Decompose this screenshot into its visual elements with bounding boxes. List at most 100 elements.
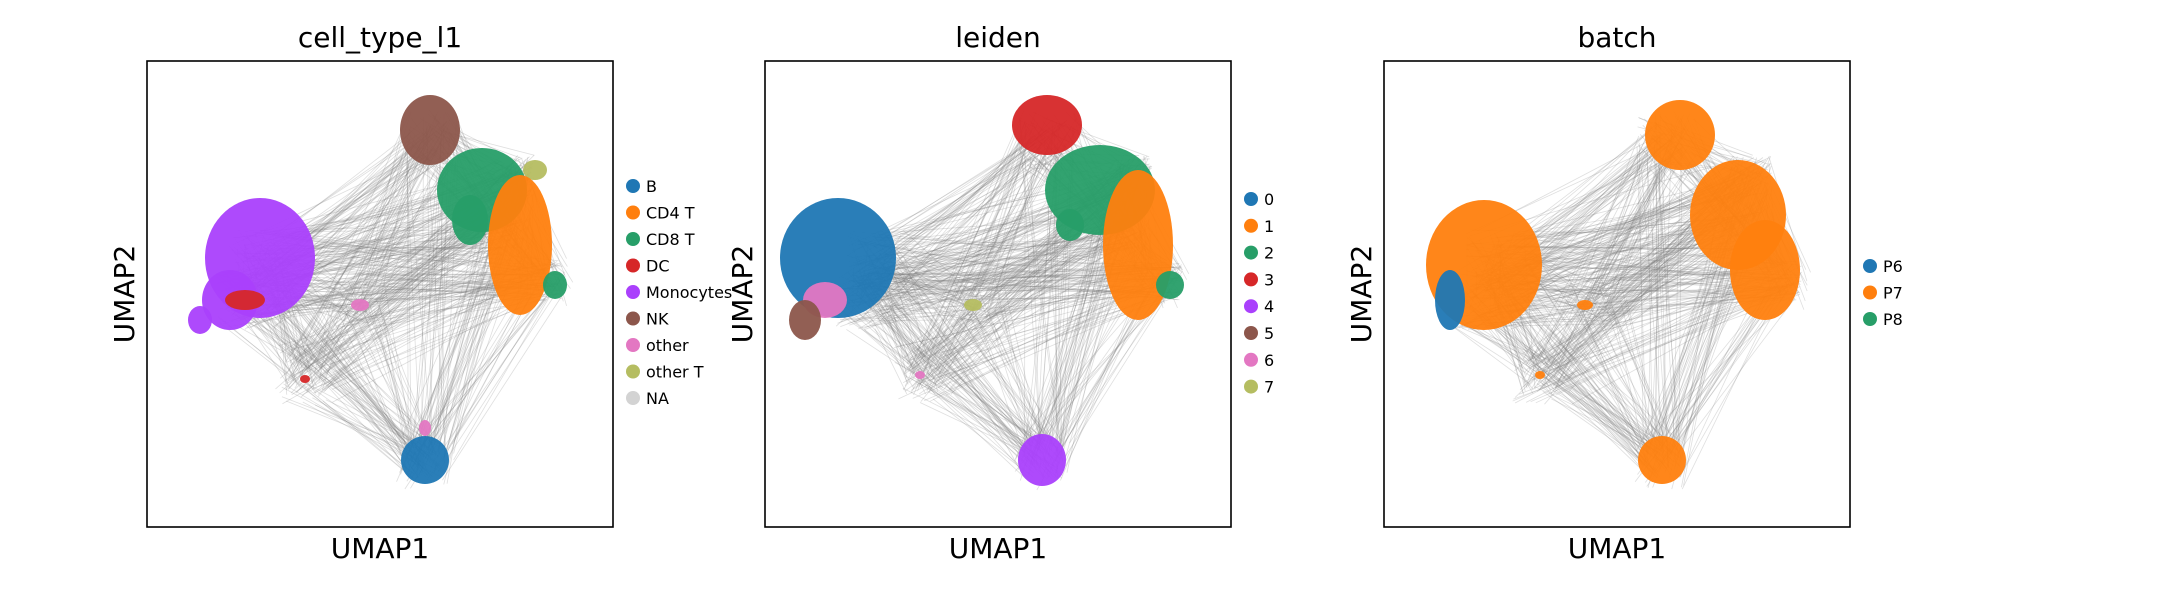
paga-edge xyxy=(383,317,411,472)
paga-edge xyxy=(1521,255,1674,463)
legend: B CD4 T CD8 T DC Monocytes NK other other T NA xyxy=(626,177,732,408)
paga-edge xyxy=(1580,301,1657,443)
paga-edge xyxy=(960,131,1076,311)
paga-edge xyxy=(240,308,319,372)
x-axis-label: UMAP1 xyxy=(331,532,430,565)
paga-edge xyxy=(1583,318,1664,444)
paga-edge xyxy=(896,229,1136,269)
legend-label: 2 xyxy=(1264,244,1274,263)
cell-cluster xyxy=(188,306,212,334)
paga-edge xyxy=(365,241,486,322)
paga-edge xyxy=(1555,291,1615,374)
paga-edge xyxy=(1502,262,1768,328)
paga-edge xyxy=(844,295,967,318)
paga-edge xyxy=(859,230,1131,276)
paga-edge xyxy=(359,125,412,304)
paga-edge xyxy=(317,156,455,371)
paga-edge xyxy=(1649,154,1666,460)
paga-edge xyxy=(874,254,1050,455)
paga-edge xyxy=(884,301,915,373)
paga-edge xyxy=(290,156,419,357)
paga-edge xyxy=(1465,323,1643,446)
paga-edge xyxy=(317,246,485,360)
paga-edge xyxy=(1556,310,1616,366)
paga-edge xyxy=(926,117,1023,364)
paga-edge xyxy=(962,142,1067,306)
paga-edge xyxy=(1580,158,1643,320)
paga-edge xyxy=(1654,111,1662,452)
legend-marker xyxy=(626,338,640,352)
legend-marker xyxy=(1863,312,1877,326)
paga-edge xyxy=(937,307,975,381)
paga-edge xyxy=(894,282,930,375)
cell-clusters xyxy=(780,95,1184,486)
paga-edge xyxy=(970,131,1069,295)
paga-edge xyxy=(1466,304,1649,462)
paga-edge xyxy=(890,308,1045,479)
paga-edge xyxy=(929,152,1023,367)
panel-batch: batch UMAP1 UMAP2 P6 P7 P8 xyxy=(1345,21,1903,565)
paga-edge xyxy=(929,290,1146,402)
paga-edge xyxy=(909,232,1138,359)
paga-edge xyxy=(320,334,358,382)
paga-edge xyxy=(890,253,1063,454)
paga-edge xyxy=(1552,231,1738,392)
paga-edge xyxy=(1544,135,1640,385)
paga-edge xyxy=(1601,285,1670,447)
legend-label: 0 xyxy=(1264,190,1274,209)
paga-edge xyxy=(1555,306,1594,364)
paga-edge xyxy=(874,142,1036,260)
paga-edge xyxy=(351,145,433,322)
cell-cluster xyxy=(789,300,821,340)
paga-edge xyxy=(287,280,390,390)
paga-edge xyxy=(987,160,1022,309)
paga-edge xyxy=(1509,237,1728,288)
paga-edge xyxy=(873,273,1048,480)
paga-edge xyxy=(1576,309,1653,471)
paga-edge xyxy=(437,113,445,443)
paga-edge xyxy=(342,148,433,322)
paga-edge xyxy=(290,156,403,378)
paga-edge xyxy=(320,122,451,387)
paga-edge xyxy=(1611,161,1691,302)
paga-edge xyxy=(887,236,1025,477)
legend-marker xyxy=(626,179,640,193)
paga-edge xyxy=(946,365,1042,445)
paga-edge xyxy=(913,110,1037,396)
paga-edge xyxy=(941,305,989,378)
paga-edge xyxy=(369,250,484,303)
paga-edge xyxy=(1646,128,1653,443)
legend-marker xyxy=(626,391,640,405)
legend-label: other xyxy=(646,336,689,355)
paga-edge xyxy=(312,397,420,457)
paga-edge xyxy=(878,283,966,315)
paga-edge xyxy=(457,130,534,170)
paga-edge xyxy=(853,309,1043,445)
legend-label: 4 xyxy=(1264,297,1274,316)
paga-edge xyxy=(1556,132,1696,385)
paga-edge xyxy=(259,286,432,464)
paga-edge xyxy=(861,126,1036,319)
paga-edge xyxy=(992,224,1109,314)
paga-edge xyxy=(1514,288,1667,469)
paga-edge xyxy=(903,134,1055,287)
paga-edge xyxy=(301,141,441,373)
paga-edge xyxy=(323,235,486,393)
paga-edge xyxy=(879,273,1040,467)
paga-edge xyxy=(984,238,1113,299)
paga-edge xyxy=(285,331,365,381)
paga-edge xyxy=(313,245,501,394)
paga-edge xyxy=(1032,299,1165,433)
paga-edge xyxy=(1656,169,1682,466)
paga-edge xyxy=(836,311,1029,443)
paga-edge xyxy=(1064,283,1175,458)
paga-edge xyxy=(1768,157,1808,282)
paga-edge xyxy=(313,282,337,375)
paga-edge xyxy=(1497,311,1648,449)
paga-edge xyxy=(959,160,1033,321)
paga-edge xyxy=(917,158,1027,366)
paga-edge xyxy=(1620,300,1658,448)
paga-edge xyxy=(418,256,493,442)
paga-edge xyxy=(361,288,416,444)
paga-edge xyxy=(1528,137,1647,364)
